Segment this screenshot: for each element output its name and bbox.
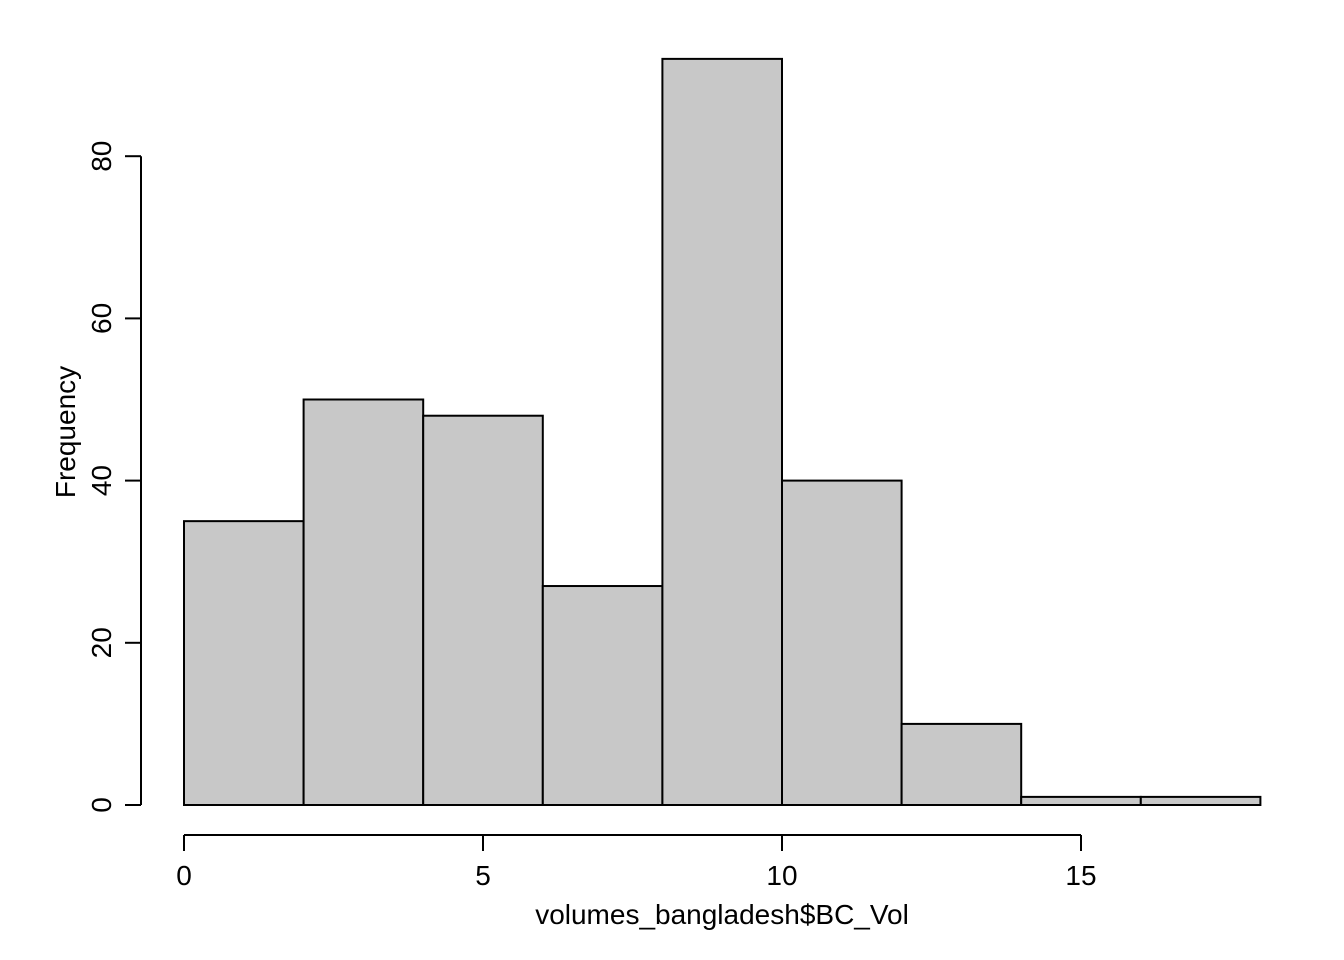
histogram-bar-7 — [1020, 795, 1142, 807]
y-tick-label-3: 60 — [86, 303, 117, 334]
x-tick-label-3: 15 — [1065, 860, 1096, 891]
y-tick-label-1: 20 — [86, 627, 117, 658]
histogram-bar-0 — [183, 520, 305, 807]
x-tick-label-2: 10 — [766, 860, 797, 891]
y-tick-label-4: 80 — [86, 141, 117, 172]
histogram-bar-6 — [900, 722, 1023, 807]
x-tick-label-1: 5 — [475, 860, 491, 891]
y-axis-label: Frequency — [50, 366, 81, 498]
histogram-bar-8 — [1139, 795, 1262, 807]
x-axis: 0 5 10 15 — [176, 834, 1097, 891]
histogram-bar-4 — [661, 57, 784, 806]
bars-group — [183, 57, 1262, 807]
histogram-bar-5 — [781, 479, 903, 806]
histogram-bar-3 — [541, 585, 664, 807]
histogram-bar-2 — [422, 414, 544, 806]
y-tick-label-0: 0 — [86, 797, 117, 813]
x-tick-label-0: 0 — [176, 860, 192, 891]
x-axis-label: volumes_bangladesh$BC_Vol — [535, 899, 909, 930]
y-tick-label-2: 40 — [86, 465, 117, 496]
y-axis: 0 20 40 60 80 — [86, 141, 142, 813]
histogram-bar-1 — [302, 398, 425, 806]
